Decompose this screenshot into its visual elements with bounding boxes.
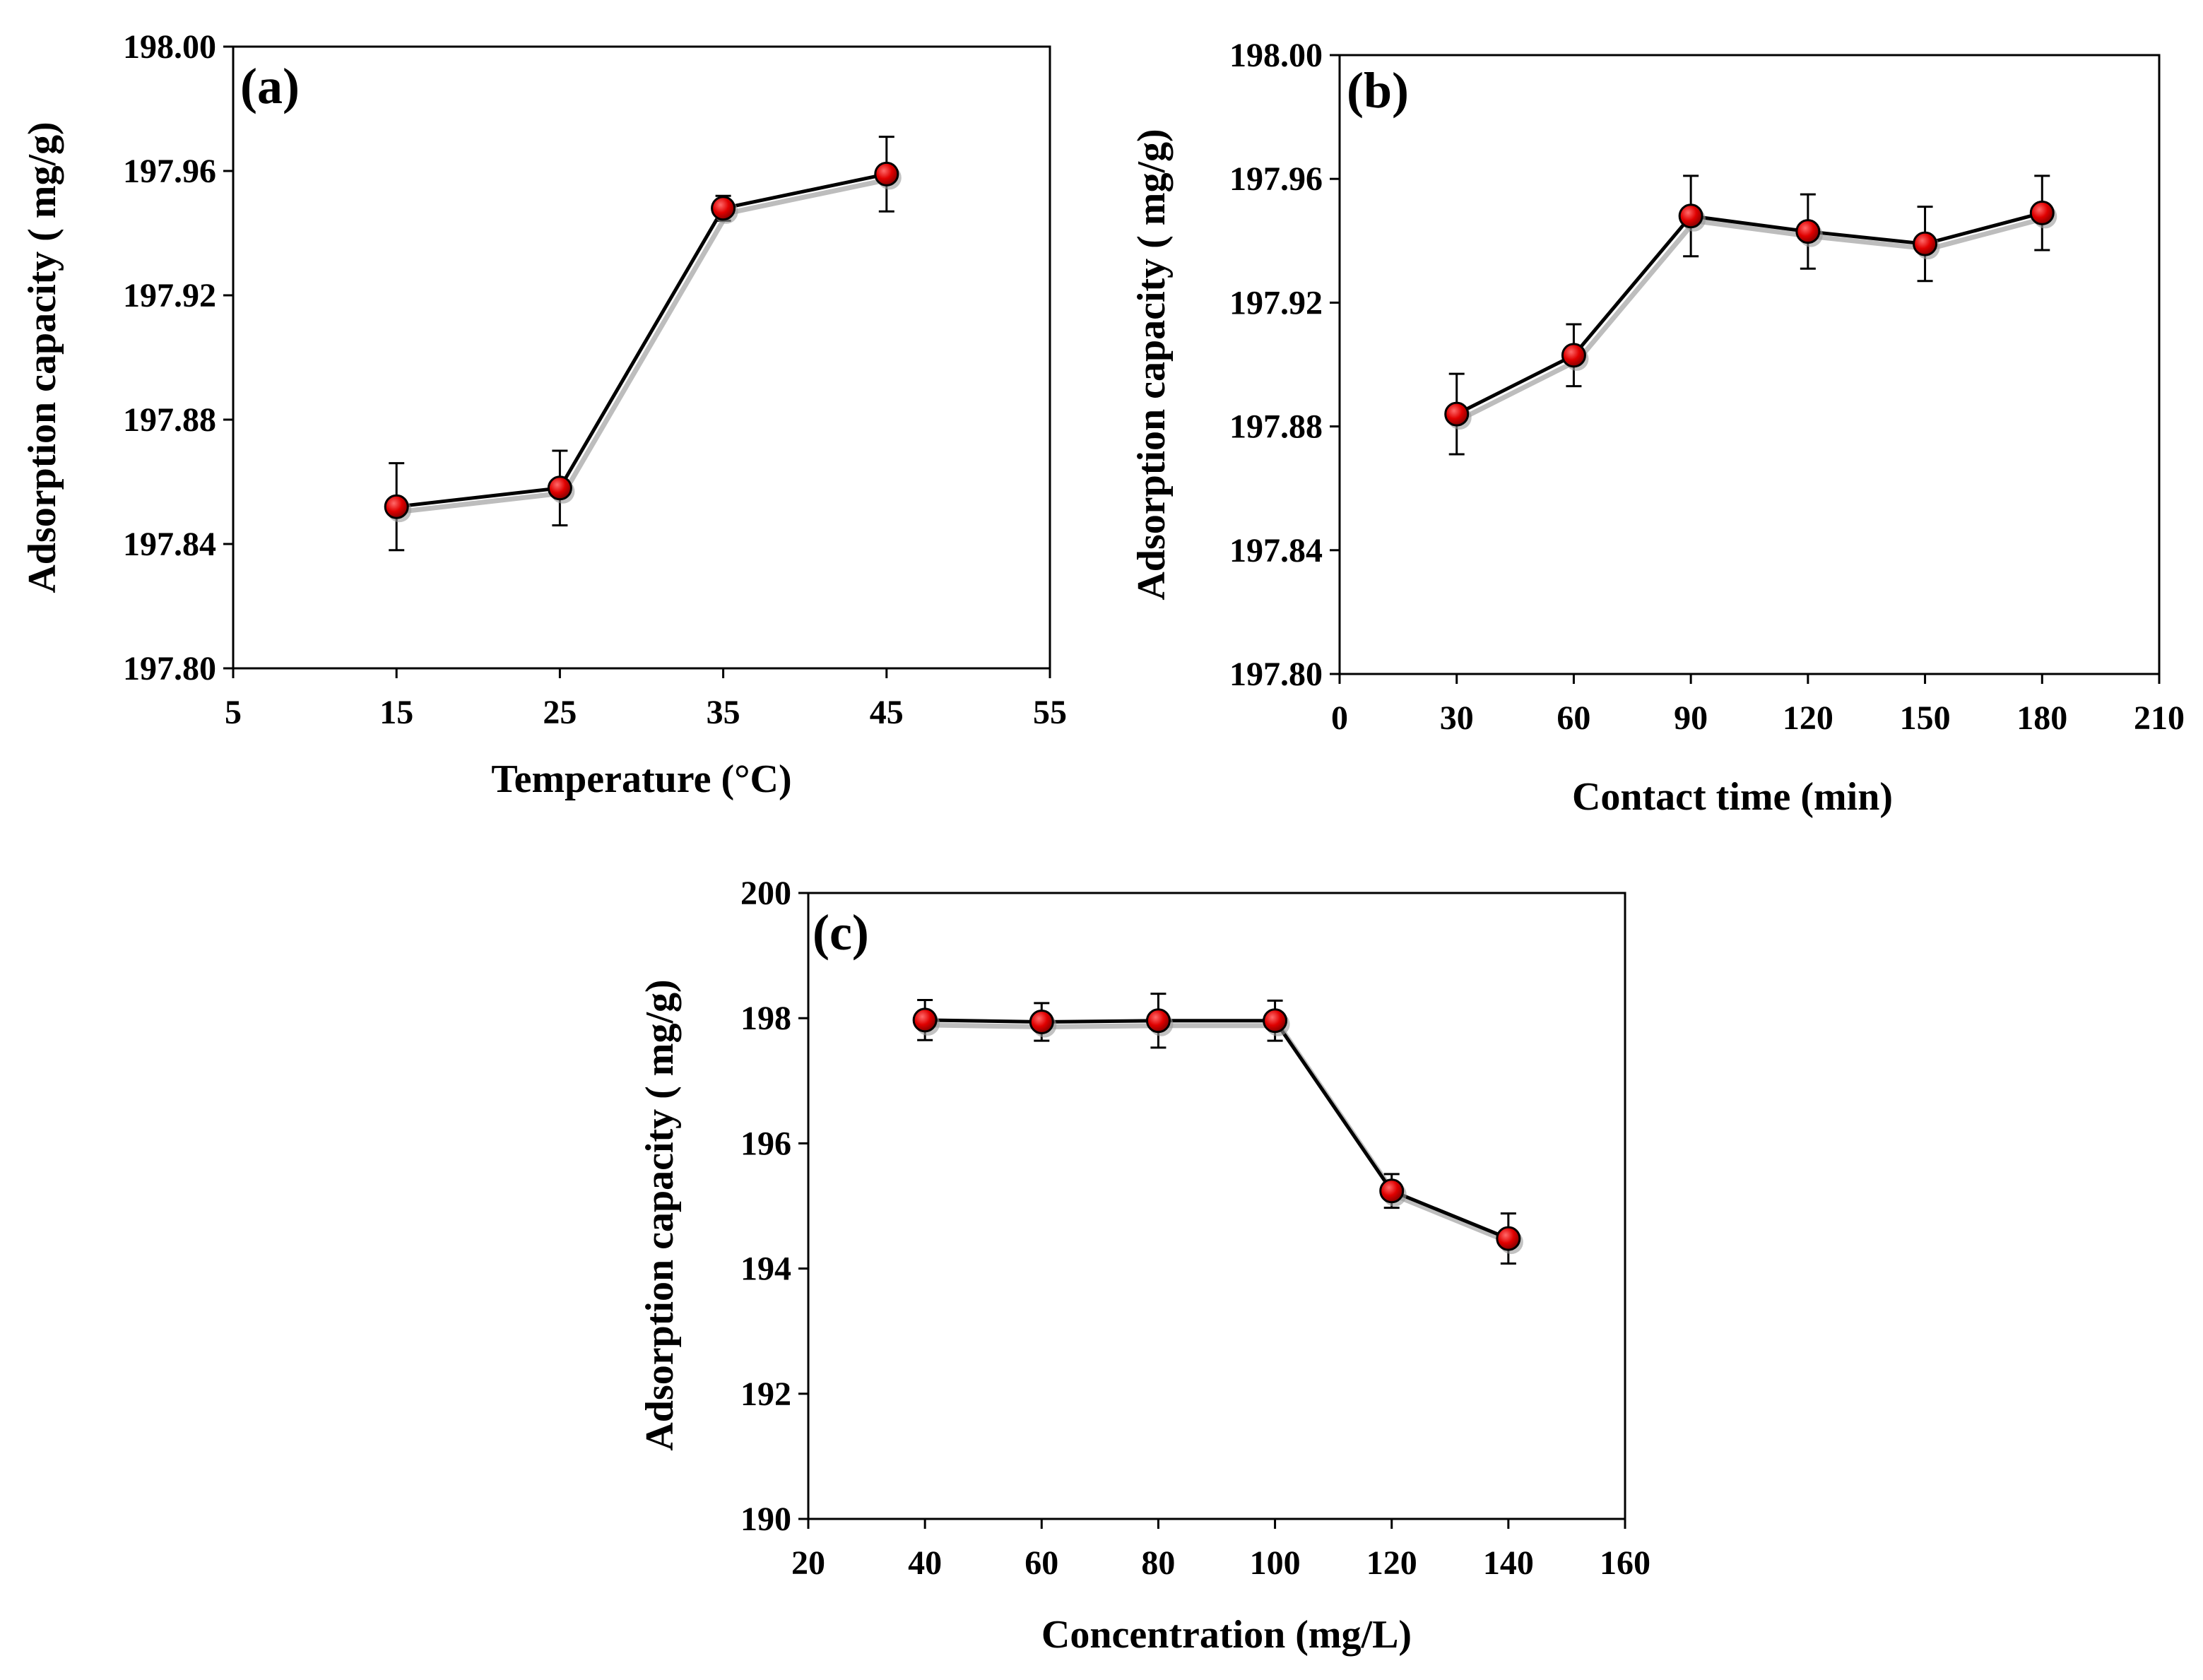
panel-label: (b) bbox=[1347, 62, 1409, 119]
data-point bbox=[874, 161, 899, 187]
data-point bbox=[1496, 1226, 1521, 1251]
y-tick-label: 197.80 bbox=[1229, 656, 1323, 693]
data-point bbox=[1263, 1008, 1288, 1034]
plot-frame bbox=[807, 892, 1626, 1520]
y-tick-label: 197.96 bbox=[1229, 160, 1323, 198]
x-tick-label: 5 bbox=[225, 694, 242, 731]
data-point bbox=[1913, 231, 1938, 256]
x-axis-title: Temperature (°C) bbox=[491, 757, 791, 801]
y-tick-label: 198 bbox=[740, 1000, 791, 1037]
y-axis-title: Adsorption capacity ( mg/g) bbox=[1130, 129, 1174, 600]
y-tick-label: 197.88 bbox=[123, 401, 216, 439]
data-point bbox=[1678, 203, 1703, 229]
data-point bbox=[711, 196, 736, 221]
data-point bbox=[1795, 219, 1821, 244]
y-tick-label: 200 bbox=[740, 875, 791, 912]
x-tick-label: 15 bbox=[379, 694, 413, 731]
series-line-shadow bbox=[929, 1022, 1514, 1246]
x-tick-label: 100 bbox=[1250, 1544, 1301, 1582]
x-tick-label: 20 bbox=[791, 1544, 825, 1582]
y-tick-label: 198.00 bbox=[1229, 37, 1323, 74]
x-tick-label: 80 bbox=[1141, 1544, 1175, 1582]
y-tick-label: 197.92 bbox=[1229, 284, 1323, 321]
x-tick-label: 35 bbox=[707, 694, 740, 731]
data-point bbox=[1561, 343, 1586, 368]
y-tick-label: 197.84 bbox=[123, 526, 216, 563]
y-axis-title: Adsorption capacity ( mg/g) bbox=[638, 979, 682, 1450]
x-tick-label: 30 bbox=[1440, 699, 1474, 737]
y-tick-label: 194 bbox=[740, 1250, 791, 1288]
y-tick-label: 197.84 bbox=[1229, 532, 1323, 569]
series-line-shadow bbox=[1460, 215, 2048, 422]
chart-panel-a: 197.80 197.84 197.88 197.92 197.96 198.00 5 15… bbox=[20, 28, 1067, 801]
x-tick-label: 160 bbox=[1600, 1544, 1650, 1582]
x-tick-label: 25 bbox=[543, 694, 577, 731]
data-point bbox=[1145, 1008, 1171, 1034]
x-tick-label: 210 bbox=[2134, 699, 2185, 737]
y-tick-label: 197.80 bbox=[123, 650, 216, 687]
x-axis-title: Contact time (min) bbox=[1572, 775, 1893, 819]
x-axis-title: Concentration (mg/L) bbox=[1041, 1613, 1412, 1657]
data-point bbox=[1379, 1178, 1405, 1204]
series-line bbox=[925, 1018, 1509, 1241]
y-tick-label: 196 bbox=[740, 1125, 791, 1162]
x-tick-label: 60 bbox=[1557, 699, 1590, 737]
x-tick-label: 90 bbox=[1674, 699, 1708, 737]
x-tick-label: 55 bbox=[1033, 694, 1067, 731]
y-axis-title: Adsorption capacity ( mg/g) bbox=[20, 122, 64, 593]
y-tick-label: 198.00 bbox=[123, 28, 216, 66]
data-point bbox=[1444, 401, 1470, 427]
x-tick-label: 45 bbox=[870, 694, 904, 731]
chart-panel-b: 197.80 197.84 197.88 197.92 197.96 198.00 0 30… bbox=[1130, 37, 2185, 819]
plot-frame bbox=[1338, 54, 2161, 675]
y-tick-label: 197.88 bbox=[1229, 408, 1323, 446]
y-tick-label: 197.92 bbox=[123, 277, 216, 314]
data-point bbox=[1029, 1010, 1054, 1035]
x-tick-label: 180 bbox=[2016, 699, 2067, 737]
x-tick-label: 120 bbox=[1366, 1544, 1417, 1582]
x-tick-label: 40 bbox=[908, 1544, 942, 1582]
series-line-shadow bbox=[400, 176, 892, 514]
panel-label: (a) bbox=[240, 58, 300, 114]
data-point bbox=[384, 494, 409, 519]
x-tick-label: 60 bbox=[1024, 1544, 1058, 1582]
series-line bbox=[396, 172, 887, 509]
y-tick-label: 190 bbox=[740, 1501, 791, 1538]
y-tick-label: 192 bbox=[740, 1376, 791, 1413]
y-tick-label: 197.96 bbox=[123, 153, 216, 190]
data-point bbox=[912, 1007, 938, 1033]
data-point bbox=[2029, 200, 2055, 225]
x-tick-label: 150 bbox=[1900, 699, 1951, 737]
series-line bbox=[1455, 211, 2043, 416]
x-tick-label: 140 bbox=[1483, 1544, 1534, 1582]
data-point bbox=[547, 475, 572, 501]
plot-frame bbox=[232, 45, 1051, 670]
x-tick-label: 120 bbox=[1783, 699, 1833, 737]
x-tick-label: 0 bbox=[1331, 699, 1348, 737]
panel-label: (c) bbox=[813, 904, 869, 961]
